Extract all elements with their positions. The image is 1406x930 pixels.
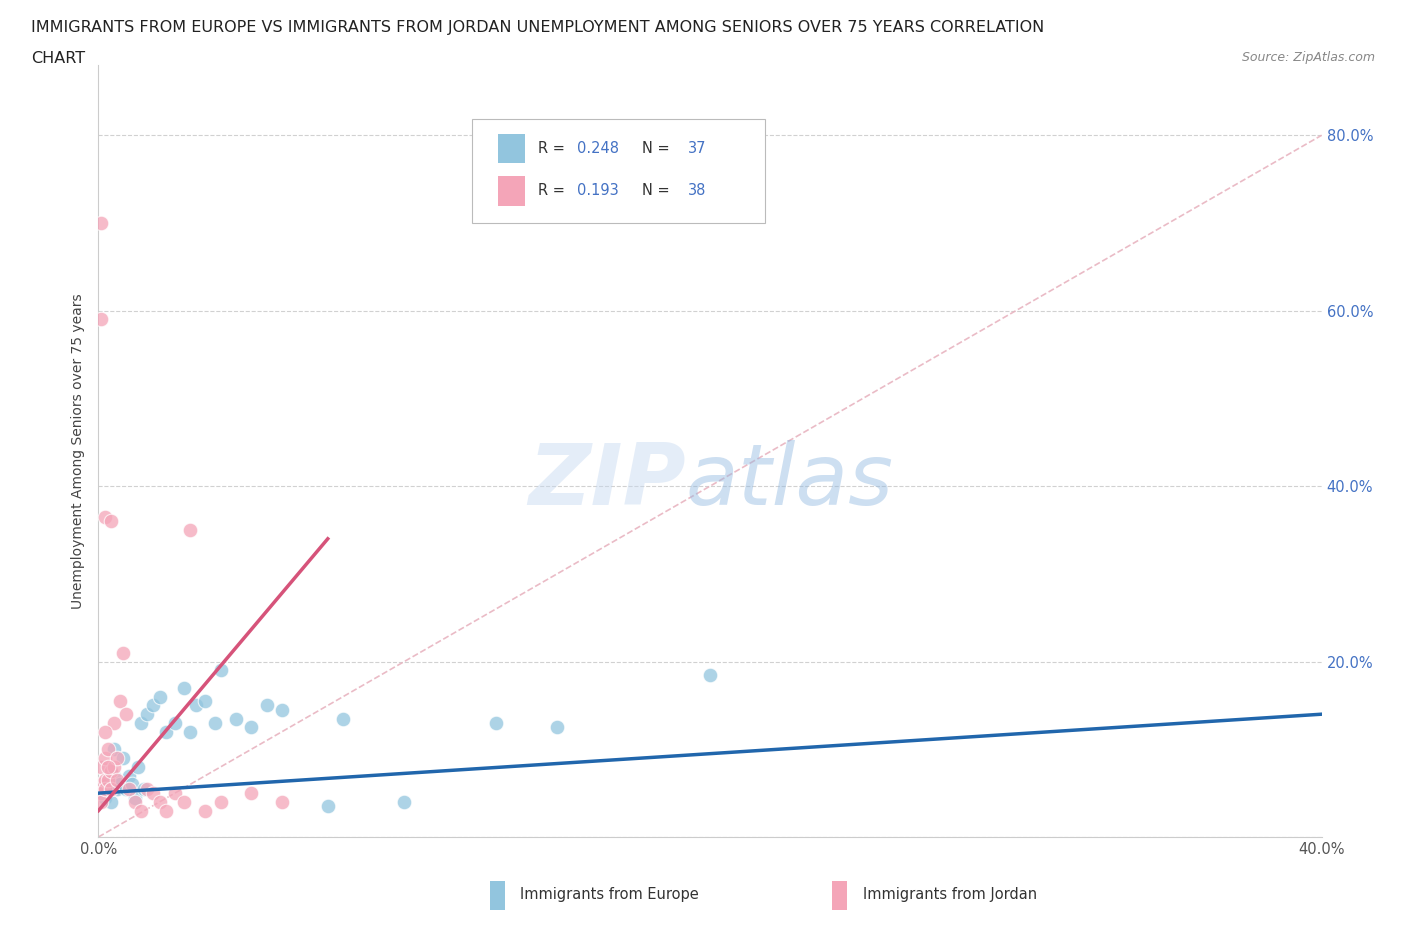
Point [115,707,138,722]
Bar [489,881,505,910]
Point [93,773,115,788]
Point [194,694,217,709]
Point [392,794,416,809]
Point [127,760,149,775]
Point [90,794,112,809]
Point [179,523,201,538]
Point [90,786,112,801]
Bar [498,177,526,206]
Point [124,790,146,805]
Point [485,715,508,730]
Point [121,777,143,791]
Point [173,681,195,696]
Point [204,715,226,730]
Point [90,777,112,791]
Point [134,781,156,796]
Point [173,794,195,809]
Point [209,794,232,809]
Point [105,751,128,765]
Text: N =: N = [641,183,673,198]
Point [136,707,159,722]
Point [105,781,128,796]
Point [115,781,138,796]
Point [129,715,152,730]
Point [93,724,115,739]
Point [124,794,146,809]
Point [108,694,131,709]
Text: ZIP: ZIP [527,441,686,524]
Text: atlas: atlas [686,441,894,524]
Point [332,711,354,726]
Point [316,799,339,814]
Point [149,689,172,704]
Point [90,786,112,801]
Point [136,781,159,796]
Point [240,720,263,735]
Point [105,773,128,788]
Point [90,216,112,231]
Point [699,668,721,683]
Bar [498,134,526,163]
Text: Immigrants from Jordan: Immigrants from Jordan [863,887,1038,902]
Point [90,312,112,327]
Text: 38: 38 [688,183,706,198]
Point [111,645,134,660]
Point [103,768,125,783]
Point [100,781,122,796]
Point [270,702,292,717]
Y-axis label: Unemployment Among Seniors over 75 years: Unemployment Among Seniors over 75 years [72,293,86,609]
Point [93,751,115,765]
Point [103,742,125,757]
Point [93,781,115,796]
Text: IMMIGRANTS FROM EUROPE VS IMMIGRANTS FROM JORDAN UNEMPLOYMENT AMONG SENIORS OVER: IMMIGRANTS FROM EUROPE VS IMMIGRANTS FRO… [31,20,1045,35]
Point [100,764,122,778]
Point [225,711,247,726]
Text: Immigrants from Europe: Immigrants from Europe [520,887,699,902]
Text: 0.193: 0.193 [576,183,619,198]
Point [103,760,125,775]
Point [194,804,217,818]
Point [111,751,134,765]
Point [209,663,232,678]
Text: 37: 37 [688,141,706,156]
Point [97,773,120,788]
Point [546,720,568,735]
Point [100,513,122,528]
Point [256,698,278,713]
Point [93,790,115,805]
Point [163,786,186,801]
Text: N =: N = [641,141,673,156]
Point [100,794,122,809]
Point [240,786,263,801]
FancyBboxPatch shape [471,119,765,223]
Point [163,715,186,730]
Point [97,760,120,775]
Text: CHART: CHART [31,51,84,66]
Point [142,786,165,801]
Point [118,781,141,796]
Point [155,804,177,818]
Point [97,777,120,791]
Point [118,768,141,783]
Point [93,510,115,525]
Point [186,698,208,713]
Bar [832,881,846,910]
Text: 0.248: 0.248 [576,141,619,156]
Point [103,715,125,730]
Text: R =: R = [537,183,569,198]
Text: Source: ZipAtlas.com: Source: ZipAtlas.com [1241,51,1375,64]
Point [155,724,177,739]
Point [142,698,165,713]
Point [108,777,131,791]
Point [270,794,292,809]
Point [149,794,172,809]
Point [90,760,112,775]
Text: R =: R = [537,141,569,156]
Point [97,742,120,757]
Point [129,804,152,818]
Point [179,724,201,739]
